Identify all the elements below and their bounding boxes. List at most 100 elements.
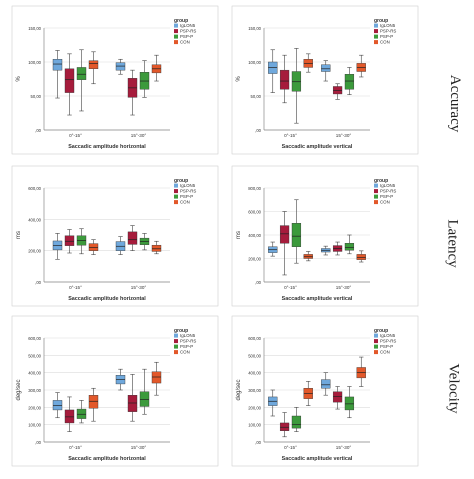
- legend-label-con: CON: [380, 350, 390, 355]
- y-tick-label: 300,00: [248, 388, 261, 393]
- y-tick-label: 400,00: [28, 217, 41, 222]
- y-tick-label: 100,00: [248, 423, 261, 428]
- legend-label-con: CON: [180, 200, 190, 205]
- x-axis-label: Saccadic amplitude horizontal: [68, 456, 146, 462]
- panel-frame: [11, 315, 219, 467]
- panel-frame: [11, 5, 219, 155]
- y-tick-label: 150,00: [28, 26, 41, 31]
- legend-label-rs: PSP-RS: [380, 29, 396, 34]
- row-label-accuracy: Accuracy: [447, 74, 464, 133]
- legend-swatch-con: [174, 200, 178, 205]
- x-tick-label: 15°-30°: [131, 133, 147, 138]
- x-axis-label: Saccadic amplitude horizontal: [68, 144, 146, 150]
- y-tick-label: 100,00: [28, 423, 41, 428]
- legend-swatch-con: [174, 350, 178, 355]
- y-axis-label: %: [16, 76, 22, 82]
- box-rs: [64, 235, 75, 246]
- box-con: [88, 60, 99, 69]
- legend-title: group: [174, 328, 188, 334]
- y-tick-label: ,00: [35, 440, 41, 445]
- x-tick-label: 15°-30°: [336, 445, 352, 450]
- legend-label-p: PSP-P: [380, 194, 393, 199]
- legend-swatch-con: [174, 40, 178, 45]
- y-axis-label: ms: [236, 231, 242, 239]
- legend-label-rs: PSP-RS: [180, 189, 196, 194]
- legend-swatch-p: [374, 34, 378, 39]
- panel-frame: [231, 5, 419, 155]
- legend-label-rs: PSP-RS: [180, 29, 196, 34]
- legend-swatch-rs: [174, 339, 178, 344]
- y-tick-label: 400,00: [28, 371, 41, 376]
- box-con: [151, 244, 162, 252]
- y-axis-label: %: [236, 76, 242, 82]
- legend-label-igl: IgLON5: [180, 183, 196, 188]
- legend-label-rs: PSP-RS: [180, 339, 196, 344]
- box-con: [88, 243, 99, 251]
- y-tick-label: 600,00: [248, 336, 261, 341]
- y-tick-label: 400,00: [248, 371, 261, 376]
- legend-label-p: PSP-P: [380, 34, 393, 39]
- y-tick-label: ,00: [255, 440, 261, 445]
- y-tick-label: ,00: [255, 280, 261, 285]
- chart-panel-5: [11, 315, 219, 467]
- y-tick-label: 200,00: [28, 249, 41, 254]
- legend-swatch-con: [374, 200, 378, 205]
- y-tick-label: 150,00: [248, 26, 261, 31]
- legend-swatch-rs: [374, 189, 378, 194]
- box-p: [76, 67, 87, 80]
- legend-swatch-p: [174, 34, 178, 39]
- y-tick-label: 300,00: [28, 388, 41, 393]
- x-tick-label: 15°-30°: [336, 285, 352, 290]
- box-igl: [52, 400, 63, 411]
- y-tick-label: 600,00: [28, 336, 41, 341]
- x-axis-label: Saccadic amplitude vertical: [282, 456, 353, 462]
- legend-label-rs: PSP-RS: [380, 339, 396, 344]
- chart-panel-4: [231, 165, 419, 307]
- chart-panel-6: [231, 315, 419, 467]
- legend-swatch-rs: [374, 29, 378, 34]
- box-igl: [321, 379, 331, 389]
- row-label-latency: Latency: [444, 219, 461, 268]
- legend-title: group: [374, 18, 388, 24]
- legend-swatch-p: [174, 194, 178, 199]
- legend-swatch-con: [374, 350, 378, 355]
- legend-label-p: PSP-P: [380, 344, 393, 349]
- row-label-velocity: Velocity: [445, 363, 462, 414]
- x-tick-label: 15°-30°: [131, 445, 147, 450]
- panel-frame: [231, 165, 419, 307]
- box-rs: [127, 231, 138, 245]
- legend-swatch-p: [174, 344, 178, 349]
- y-tick-label: 100,00: [248, 60, 261, 65]
- legend-label-p: PSP-P: [180, 194, 193, 199]
- legend-label-con: CON: [180, 40, 190, 45]
- legend-label-p: PSP-P: [180, 344, 193, 349]
- x-axis-label: Saccadic amplitude vertical: [282, 296, 353, 302]
- y-tick-label: 600,00: [248, 210, 261, 215]
- legend-label-igl: IgLON5: [180, 23, 196, 28]
- legend-label-igl: IgLON5: [380, 183, 396, 188]
- x-axis-label: Saccadic amplitude vertical: [282, 144, 353, 150]
- x-tick-label: 0°-15°: [69, 133, 82, 138]
- legend-label-p: PSP-P: [180, 34, 193, 39]
- box-con: [151, 371, 162, 384]
- chart-panel-1: [11, 5, 219, 155]
- y-tick-label: 500,00: [248, 353, 261, 358]
- x-tick-label: 15°-30°: [336, 133, 352, 138]
- y-axis-label: deg/sec: [236, 379, 242, 400]
- box-p: [291, 415, 302, 429]
- legend-swatch-rs: [374, 339, 378, 344]
- y-tick-label: ,00: [35, 280, 41, 285]
- legend-swatch-p: [374, 344, 378, 349]
- x-tick-label: 15°-30°: [131, 285, 147, 290]
- y-axis-label: deg/sec: [16, 379, 22, 400]
- legend-swatch-igl: [174, 333, 178, 338]
- legend-swatch-p: [374, 194, 378, 199]
- box-p: [291, 223, 302, 247]
- legend-swatch-igl: [374, 183, 378, 188]
- box-p: [344, 74, 355, 90]
- chart-panel-3: [11, 165, 219, 307]
- legend-title: group: [174, 178, 188, 184]
- y-tick-label: 50,00: [251, 94, 262, 99]
